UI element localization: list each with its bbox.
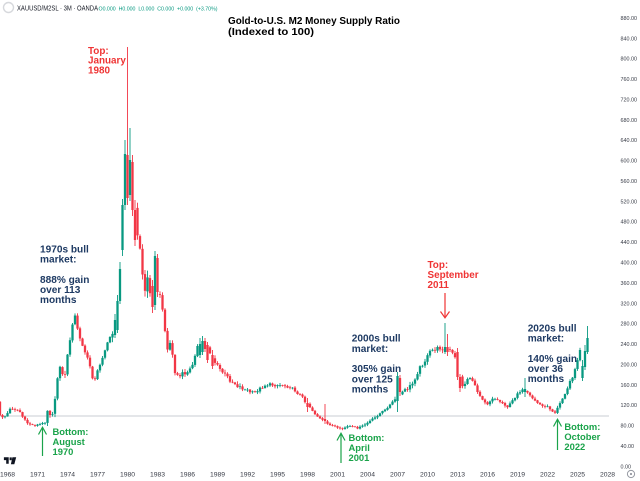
svg-text:2022: 2022	[540, 472, 555, 479]
svg-text:640.00: 640.00	[621, 138, 638, 144]
svg-text:800.00: 800.00	[621, 57, 638, 63]
svg-text:720.00: 720.00	[621, 98, 638, 104]
svg-text:2000s bull: 2000s bull	[352, 334, 401, 345]
svg-text:Gold-to-U.S. M2 Money Supply R: Gold-to-U.S. M2 Money Supply Ratio	[228, 16, 400, 27]
svg-text:(Indexed to 100): (Indexed to 100)	[228, 27, 314, 38]
svg-text:240.00: 240.00	[621, 342, 638, 348]
svg-text:280.00: 280.00	[621, 322, 638, 328]
svg-text:April: April	[349, 442, 370, 453]
svg-text:1970: 1970	[53, 446, 74, 457]
svg-text:1971: 1971	[30, 472, 45, 479]
svg-text:XAUUSD/M2SL · 3M · OANDA: XAUUSD/M2SL · 3M · OANDA	[17, 5, 98, 12]
svg-text:840.00: 840.00	[621, 36, 638, 42]
svg-text:market:: market:	[528, 334, 564, 345]
svg-text:120.00: 120.00	[621, 403, 638, 409]
svg-text:over 125: over 125	[352, 374, 393, 385]
svg-text:680.00: 680.00	[621, 118, 638, 124]
svg-text:1977: 1977	[90, 472, 105, 479]
svg-text:2001: 2001	[330, 472, 345, 479]
svg-text:January: January	[88, 56, 126, 67]
svg-text:Bottom:: Bottom:	[53, 426, 89, 437]
svg-text:Bottom:: Bottom:	[349, 432, 385, 443]
svg-text:320.00: 320.00	[621, 301, 638, 307]
svg-text:2001: 2001	[349, 452, 370, 463]
svg-text:1980: 1980	[88, 65, 110, 76]
svg-text:305% gain: 305% gain	[352, 364, 401, 375]
svg-text:360.00: 360.00	[621, 281, 638, 287]
svg-text:1968: 1968	[0, 472, 15, 479]
svg-text:520.00: 520.00	[621, 199, 638, 205]
svg-text:1998: 1998	[300, 472, 315, 479]
svg-text:Bottom:: Bottom:	[564, 421, 600, 432]
svg-text:October: October	[564, 431, 600, 442]
svg-text:2028: 2028	[600, 472, 615, 479]
svg-text:months: months	[40, 295, 77, 306]
svg-text:September: September	[428, 270, 479, 281]
svg-text:2019: 2019	[510, 472, 525, 479]
svg-text:880.00: 880.00	[621, 16, 638, 22]
svg-text:2011: 2011	[428, 280, 450, 291]
svg-text:2020s bull: 2020s bull	[528, 323, 577, 334]
svg-text:140% gain: 140% gain	[528, 354, 577, 365]
svg-text:2025: 2025	[570, 472, 585, 479]
svg-text:40.00: 40.00	[621, 444, 635, 450]
svg-text:1980: 1980	[120, 472, 135, 479]
svg-text:0.00: 0.00	[621, 464, 632, 470]
svg-text:560.00: 560.00	[621, 179, 638, 185]
svg-text:2004: 2004	[360, 472, 375, 479]
svg-text:1983: 1983	[150, 472, 165, 479]
svg-text:80.00: 80.00	[621, 424, 635, 430]
svg-text:2007: 2007	[390, 472, 405, 479]
svg-text:1995: 1995	[270, 472, 285, 479]
svg-text:1974: 1974	[60, 472, 75, 479]
svg-text:over 113: over 113	[40, 285, 81, 296]
svg-text:2010: 2010	[420, 472, 435, 479]
svg-text:Top:: Top:	[88, 46, 109, 57]
svg-text:1989: 1989	[210, 472, 225, 479]
svg-text:O0.000 H0.000 L0.000 C0.000: O0.000 H0.000 L0.000 C0.000 +0.000 (+3.7…	[99, 6, 218, 12]
svg-text:600.00: 600.00	[621, 159, 638, 165]
svg-text:Top:: Top:	[428, 260, 449, 271]
svg-text:market:: market:	[40, 255, 76, 266]
svg-text:200.00: 200.00	[621, 362, 638, 368]
svg-text:1992: 1992	[240, 472, 255, 479]
svg-text:888% gain: 888% gain	[40, 275, 89, 286]
svg-text:1970s bull: 1970s bull	[40, 244, 89, 255]
svg-text:2022: 2022	[564, 441, 585, 452]
svg-text:months: months	[352, 385, 389, 396]
svg-text:160.00: 160.00	[621, 383, 638, 389]
svg-text:over 36: over 36	[528, 364, 564, 375]
svg-text:months: months	[528, 374, 565, 385]
svg-text:400.00: 400.00	[621, 261, 638, 267]
svg-text:760.00: 760.00	[621, 77, 638, 83]
svg-text:August: August	[53, 436, 85, 447]
svg-text:2013: 2013	[450, 472, 465, 479]
svg-text:market:: market:	[352, 344, 388, 355]
svg-text:1986: 1986	[180, 472, 195, 479]
svg-text:2016: 2016	[480, 472, 495, 479]
svg-text:440.00: 440.00	[621, 240, 638, 246]
svg-text:480.00: 480.00	[621, 220, 638, 226]
